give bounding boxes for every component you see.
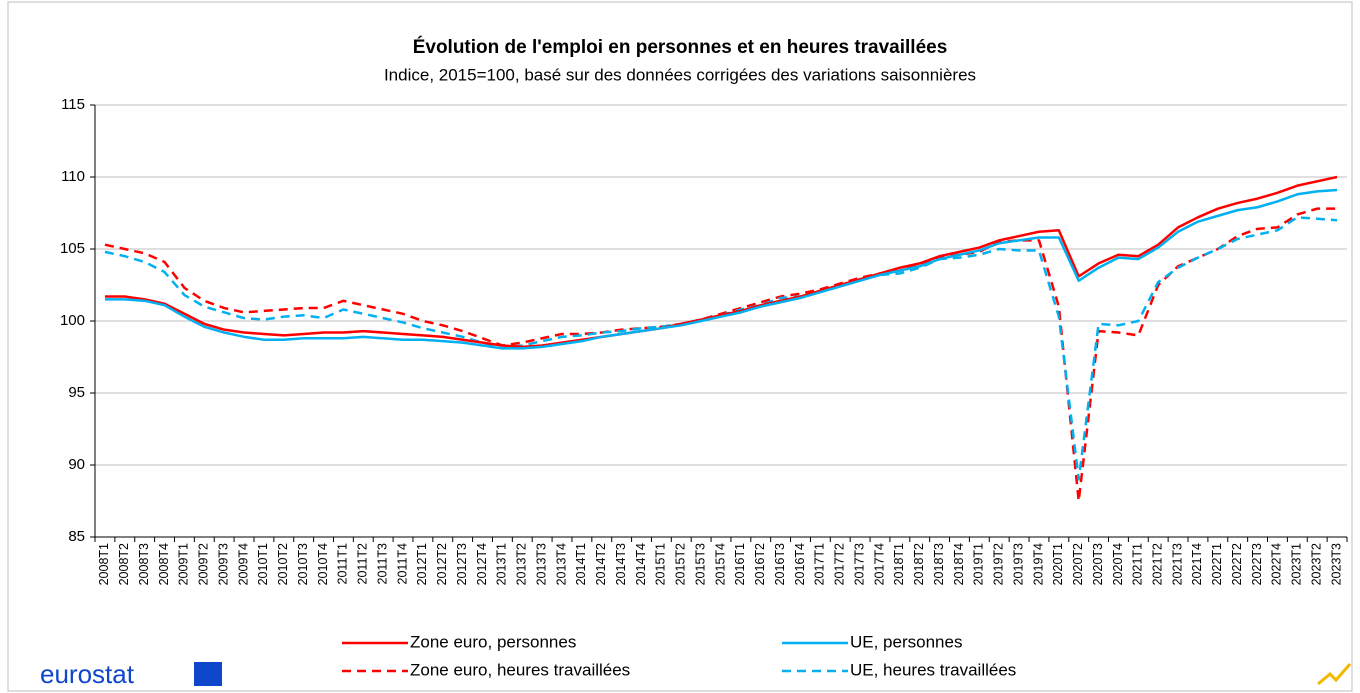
x-tick-label: 2023T1 [1290,543,1304,585]
x-tick-label: 2014T2 [594,543,608,585]
x-tick-label: 2022T3 [1250,543,1264,585]
x-tick-label: 2020T2 [1071,543,1085,585]
x-tick-label: 2019T3 [1011,543,1025,585]
legend-label: Zone euro, personnes [410,632,576,651]
y-tick-label: 100 [60,312,85,329]
x-tick-label: 2017T4 [872,543,886,585]
x-tick-label: 2013T2 [515,543,529,585]
x-tick-label: 2022T1 [1210,543,1224,585]
x-tick-label: 2023T2 [1309,543,1323,585]
x-tick-label: 2018T2 [912,543,926,585]
x-tick-label: 2016T3 [773,543,787,585]
chart-title: Évolution de l'emploi en personnes et en… [413,36,948,58]
x-tick-label: 2016T4 [793,543,807,585]
x-tick-label: 2016T1 [733,543,747,585]
x-tick-label: 2021T3 [1170,543,1184,585]
x-tick-label: 2019T4 [1031,543,1045,585]
series-line [104,207,1338,503]
x-tick-label: 2022T2 [1230,543,1244,585]
x-tick-label: 2008T1 [97,543,111,585]
y-tick-label: 90 [68,456,85,473]
x-tick-label: 2009T1 [177,543,191,585]
x-tick-label: 2017T3 [852,543,866,585]
x-tick-label: 2013T1 [495,543,509,585]
x-tick-label: 2014T1 [574,543,588,585]
x-tick-label: 2011T1 [336,543,350,585]
series-line [104,216,1338,481]
y-tick-label: 105 [60,240,85,257]
x-tick-label: 2012T4 [475,543,489,585]
series-line [104,188,1338,350]
x-tick-label: 2012T3 [455,543,469,585]
x-tick-label: 2021T2 [1151,543,1165,585]
logo-flag [194,662,222,686]
x-tick-label: 2011T3 [375,543,389,585]
x-tick-label: 2015T3 [693,543,707,585]
chart-subtitle: Indice, 2015=100, basé sur des données c… [384,65,976,84]
x-tick-label: 2015T4 [713,543,727,585]
x-tick-label: 2018T1 [892,543,906,585]
x-tick-label: 2012T1 [415,543,429,585]
x-tick-label: 2008T2 [117,543,131,585]
x-tick-label: 2016T2 [753,543,767,585]
x-tick-label: 2008T3 [137,543,151,585]
x-tick-label: 2012T2 [435,543,449,585]
x-tick-label: 2009T4 [236,543,250,585]
x-tick-label: 2014T3 [614,543,628,585]
x-tick-label: 2020T1 [1051,543,1065,585]
x-tick-label: 2009T3 [216,543,230,585]
x-tick-label: 2008T4 [157,543,171,585]
x-tick-label: 2010T3 [296,543,310,585]
x-tick-label: 2021T1 [1131,543,1145,585]
x-tick-label: 2018T4 [952,543,966,585]
x-tick-label: 2010T4 [316,543,330,585]
legend-label: UE, heures travaillées [850,660,1016,679]
legend-label: Zone euro, heures travaillées [410,660,630,679]
legend-label: UE, personnes [850,632,962,651]
x-tick-label: 2019T1 [972,543,986,585]
x-tick-label: 2018T3 [932,543,946,585]
x-tick-label: 2010T2 [276,543,290,585]
x-tick-label: 2017T1 [813,543,827,585]
x-tick-label: 2022T4 [1270,543,1284,585]
x-tick-label: 2015T1 [654,543,668,585]
y-tick-label: 110 [61,168,85,185]
x-tick-label: 2017T2 [833,543,847,585]
y-tick-label: 95 [68,384,85,401]
logo-text: eurostat [40,659,135,689]
corner-icon [1317,663,1352,686]
x-tick-label: 2011T2 [356,543,370,585]
x-tick-label: 2013T3 [534,543,548,585]
x-tick-label: 2009T2 [197,543,211,585]
x-tick-label: 2010T1 [256,543,270,585]
y-tick-label: 115 [61,96,85,113]
x-tick-label: 2011T4 [395,543,409,585]
x-tick-label: 2020T3 [1091,543,1105,585]
x-tick-label: 2014T4 [634,543,648,585]
x-tick-label: 2019T2 [992,543,1006,585]
x-tick-label: 2013T4 [554,543,568,585]
x-tick-label: 2021T4 [1190,543,1204,585]
x-tick-label: 2015T2 [674,543,688,585]
y-tick-label: 85 [68,528,85,545]
x-tick-label: 2023T3 [1329,543,1343,585]
series-line [104,175,1338,349]
chart-border [7,1,1353,692]
x-tick-label: 2020T4 [1111,543,1125,585]
